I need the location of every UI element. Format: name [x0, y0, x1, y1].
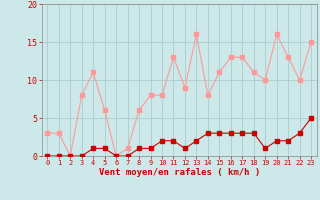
X-axis label: Vent moyen/en rafales ( km/h ): Vent moyen/en rafales ( km/h )	[99, 168, 260, 177]
